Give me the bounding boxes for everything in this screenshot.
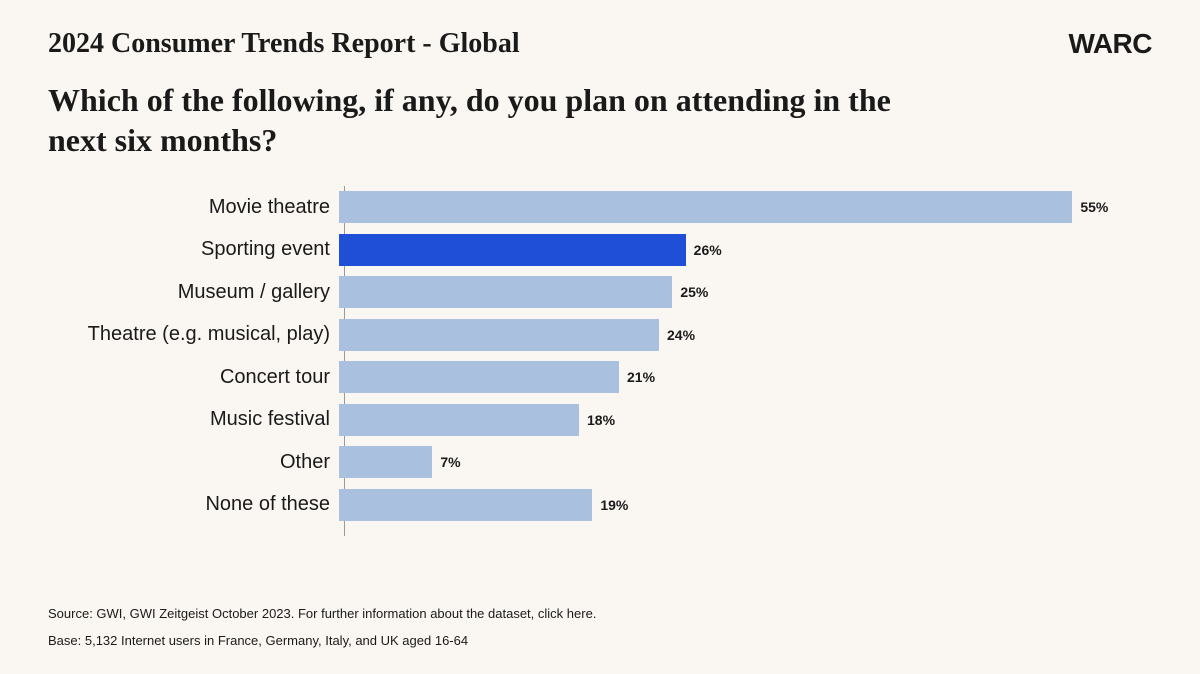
bar-track: 19% [338, 484, 1152, 527]
bar-value: 18% [587, 412, 615, 428]
bar-track: 55% [338, 186, 1152, 229]
bar-chart: Movie theatre 55% Sporting event 26% Museum … [48, 186, 1152, 526]
bar-row: Other 7% [48, 441, 1152, 484]
bar-track: 26% [338, 229, 1152, 272]
bar-label: None of these [48, 493, 338, 516]
bar-row: Music festival 18% [48, 399, 1152, 442]
bar-label: Theatre (e.g. musical, play) [48, 323, 338, 346]
bar-value: 21% [627, 369, 655, 385]
bar-fill [339, 361, 619, 393]
header: 2024 Consumer Trends Report - Global WAR… [0, 0, 1200, 60]
bar-track: 18% [338, 399, 1152, 442]
bar-fill [339, 489, 592, 521]
bar-label: Movie theatre [48, 196, 338, 219]
bar-fill [339, 276, 672, 308]
bar-track: 24% [338, 314, 1152, 357]
bar-fill [339, 404, 579, 436]
bar-row: Museum / gallery 25% [48, 271, 1152, 314]
bar-label: Sporting event [48, 238, 338, 261]
brand-logo: WARC [1068, 28, 1152, 60]
footnotes: Source: GWI, GWI Zeitgeist October 2023.… [48, 594, 596, 648]
bar-value: 7% [440, 454, 460, 470]
chart-question: Which of the following, if any, do you p… [0, 60, 1000, 160]
bar-label: Other [48, 451, 338, 474]
bar-fill [339, 191, 1072, 223]
bar-label: Concert tour [48, 366, 338, 389]
bar-track: 25% [338, 271, 1152, 314]
bar-fill [339, 446, 432, 478]
bar-value: 26% [694, 242, 722, 258]
footnote-source: Source: GWI, GWI Zeitgeist October 2023.… [48, 606, 596, 621]
bar-value: 19% [600, 497, 628, 513]
bar-value: 25% [680, 284, 708, 300]
report-title: 2024 Consumer Trends Report - Global [48, 28, 520, 60]
bar-track: 21% [338, 356, 1152, 399]
bar-label: Music festival [48, 408, 338, 431]
bar-fill [339, 234, 686, 266]
bar-row: Theatre (e.g. musical, play) 24% [48, 314, 1152, 357]
bar-row: Sporting event 26% [48, 229, 1152, 272]
bar-track: 7% [338, 441, 1152, 484]
footnote-base: Base: 5,132 Internet users in France, Ge… [48, 633, 596, 648]
bar-row: Concert tour 21% [48, 356, 1152, 399]
bar-label: Museum / gallery [48, 281, 338, 304]
bar-row: Movie theatre 55% [48, 186, 1152, 229]
bars-container: Movie theatre 55% Sporting event 26% Museum … [48, 186, 1152, 526]
bar-value: 24% [667, 327, 695, 343]
bar-row: None of these 19% [48, 484, 1152, 527]
bar-value: 55% [1080, 199, 1108, 215]
bar-fill [339, 319, 659, 351]
